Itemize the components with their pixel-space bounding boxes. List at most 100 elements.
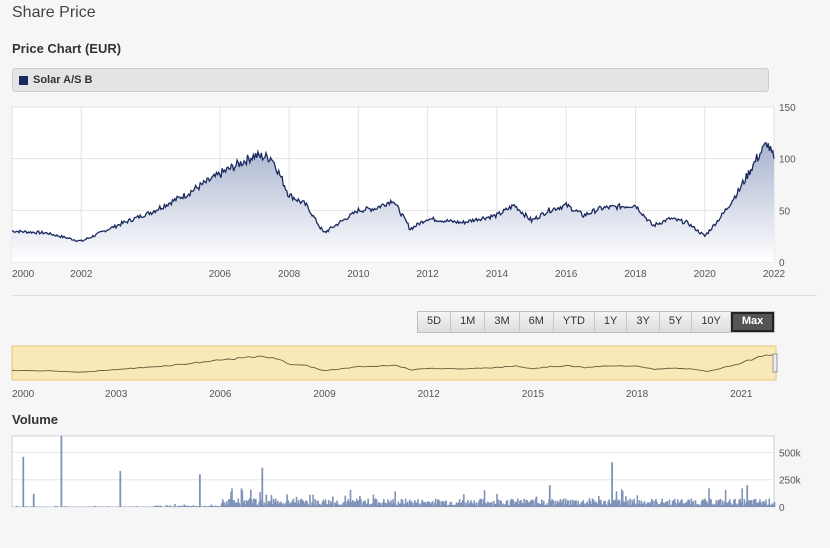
volume-bar — [605, 504, 607, 507]
volume-bar — [722, 504, 725, 507]
volume-bar — [721, 500, 724, 507]
volume-bar — [751, 504, 754, 507]
volume-bar — [132, 506, 135, 507]
volume-bar — [257, 505, 259, 507]
volume-bar — [519, 500, 521, 507]
range-button-1y[interactable]: 1Y — [594, 312, 628, 332]
navigator-tick-label: 2021 — [730, 389, 753, 400]
volume-bar — [505, 501, 508, 507]
volume-bar — [599, 499, 601, 507]
volume-bar — [413, 502, 415, 507]
volume-bar — [643, 501, 646, 507]
volume-bar — [516, 501, 518, 507]
volume-bar — [414, 500, 416, 507]
volume-bar — [455, 502, 458, 507]
volume-bar — [336, 500, 338, 507]
volume-bar — [110, 506, 113, 507]
navigator-line — [11, 354, 777, 373]
volume-bar — [383, 499, 385, 507]
range-button-3y[interactable]: 3Y — [627, 312, 660, 332]
range-button-max[interactable]: Max — [730, 312, 775, 332]
range-button-6m[interactable]: 6M — [519, 312, 554, 332]
volume-bar — [767, 504, 769, 507]
volume-bar — [146, 506, 148, 507]
navigator-handle-right[interactable] — [772, 353, 778, 373]
range-button-1m[interactable]: 1M — [451, 312, 486, 332]
volume-bar — [650, 502, 652, 507]
volume-bar — [602, 503, 604, 507]
volume-bar — [274, 498, 277, 507]
volume-bar — [56, 506, 59, 507]
volume-bar — [368, 505, 370, 507]
volume-bar — [527, 503, 529, 507]
volume-bar — [679, 502, 681, 507]
volume-bar — [290, 503, 293, 507]
volume-bar — [670, 504, 673, 507]
volume-bar — [657, 504, 659, 507]
volume-bar — [747, 501, 750, 507]
volume-bar — [546, 503, 548, 507]
volume-bar — [640, 500, 643, 507]
volume-bar — [229, 499, 231, 507]
volume-bar — [725, 503, 728, 507]
volume-bar — [491, 501, 493, 507]
volume-bar — [498, 504, 500, 507]
volume-bar — [590, 504, 593, 507]
volume-bar — [687, 499, 689, 507]
volume-bar — [335, 503, 337, 507]
volume-bar — [366, 503, 368, 507]
volume-bar — [503, 505, 506, 507]
x-tick-label: 2002 — [70, 269, 93, 280]
volume-bar — [734, 498, 736, 507]
navigator-tick-label: 2006 — [209, 389, 232, 400]
volume-bar — [357, 500, 359, 507]
volume-bar — [554, 501, 556, 507]
range-button-5d[interactable]: 5D — [418, 312, 452, 332]
volume-bar — [250, 489, 252, 507]
chart-legend[interactable]: Solar A/S B — [12, 68, 769, 92]
volume-bar — [502, 503, 505, 507]
volume-bar — [272, 498, 275, 507]
navigator-tick-label: 2000 — [12, 389, 35, 400]
volume-bar — [373, 499, 376, 507]
volume-bar — [693, 505, 696, 507]
volume-bar — [484, 502, 487, 507]
volume-bar — [68, 506, 70, 507]
range-button-3m[interactable]: 3M — [485, 312, 520, 332]
volume-bar — [618, 500, 621, 507]
volume-bar — [689, 504, 692, 507]
volume-tick-label: 250k — [779, 476, 802, 487]
volume-bar — [604, 500, 606, 507]
volume-bar — [656, 501, 658, 507]
volume-bar — [412, 505, 414, 507]
volume-bar — [224, 502, 226, 507]
range-button-5y[interactable]: 5Y — [659, 312, 693, 332]
volume-bar — [179, 506, 181, 507]
volume-bar — [709, 498, 711, 507]
volume-bar — [702, 499, 704, 507]
volume-bar — [631, 499, 633, 507]
volume-bar — [174, 504, 176, 507]
volume-bar — [237, 498, 240, 507]
volume-bar — [513, 504, 516, 507]
volume-bar — [324, 499, 327, 507]
volume-bar — [522, 503, 524, 507]
volume-bar — [200, 505, 202, 507]
volume-bar — [613, 500, 616, 507]
volume-bar — [730, 502, 732, 507]
volume-bar — [558, 501, 561, 507]
volume-bar — [78, 506, 81, 507]
volume-bar — [327, 499, 330, 507]
volume-bar — [540, 499, 543, 507]
volume-bar — [269, 500, 272, 507]
volume-bar — [606, 505, 608, 507]
volume-bar — [744, 504, 747, 507]
volume-bar — [586, 501, 589, 507]
volume-bar — [376, 505, 379, 507]
volume-bar — [614, 499, 617, 507]
volume-bar — [227, 505, 229, 507]
range-button-10y[interactable]: 10Y — [692, 312, 731, 332]
volume-bar — [283, 505, 285, 507]
range-button-ytd[interactable]: YTD — [553, 312, 595, 332]
